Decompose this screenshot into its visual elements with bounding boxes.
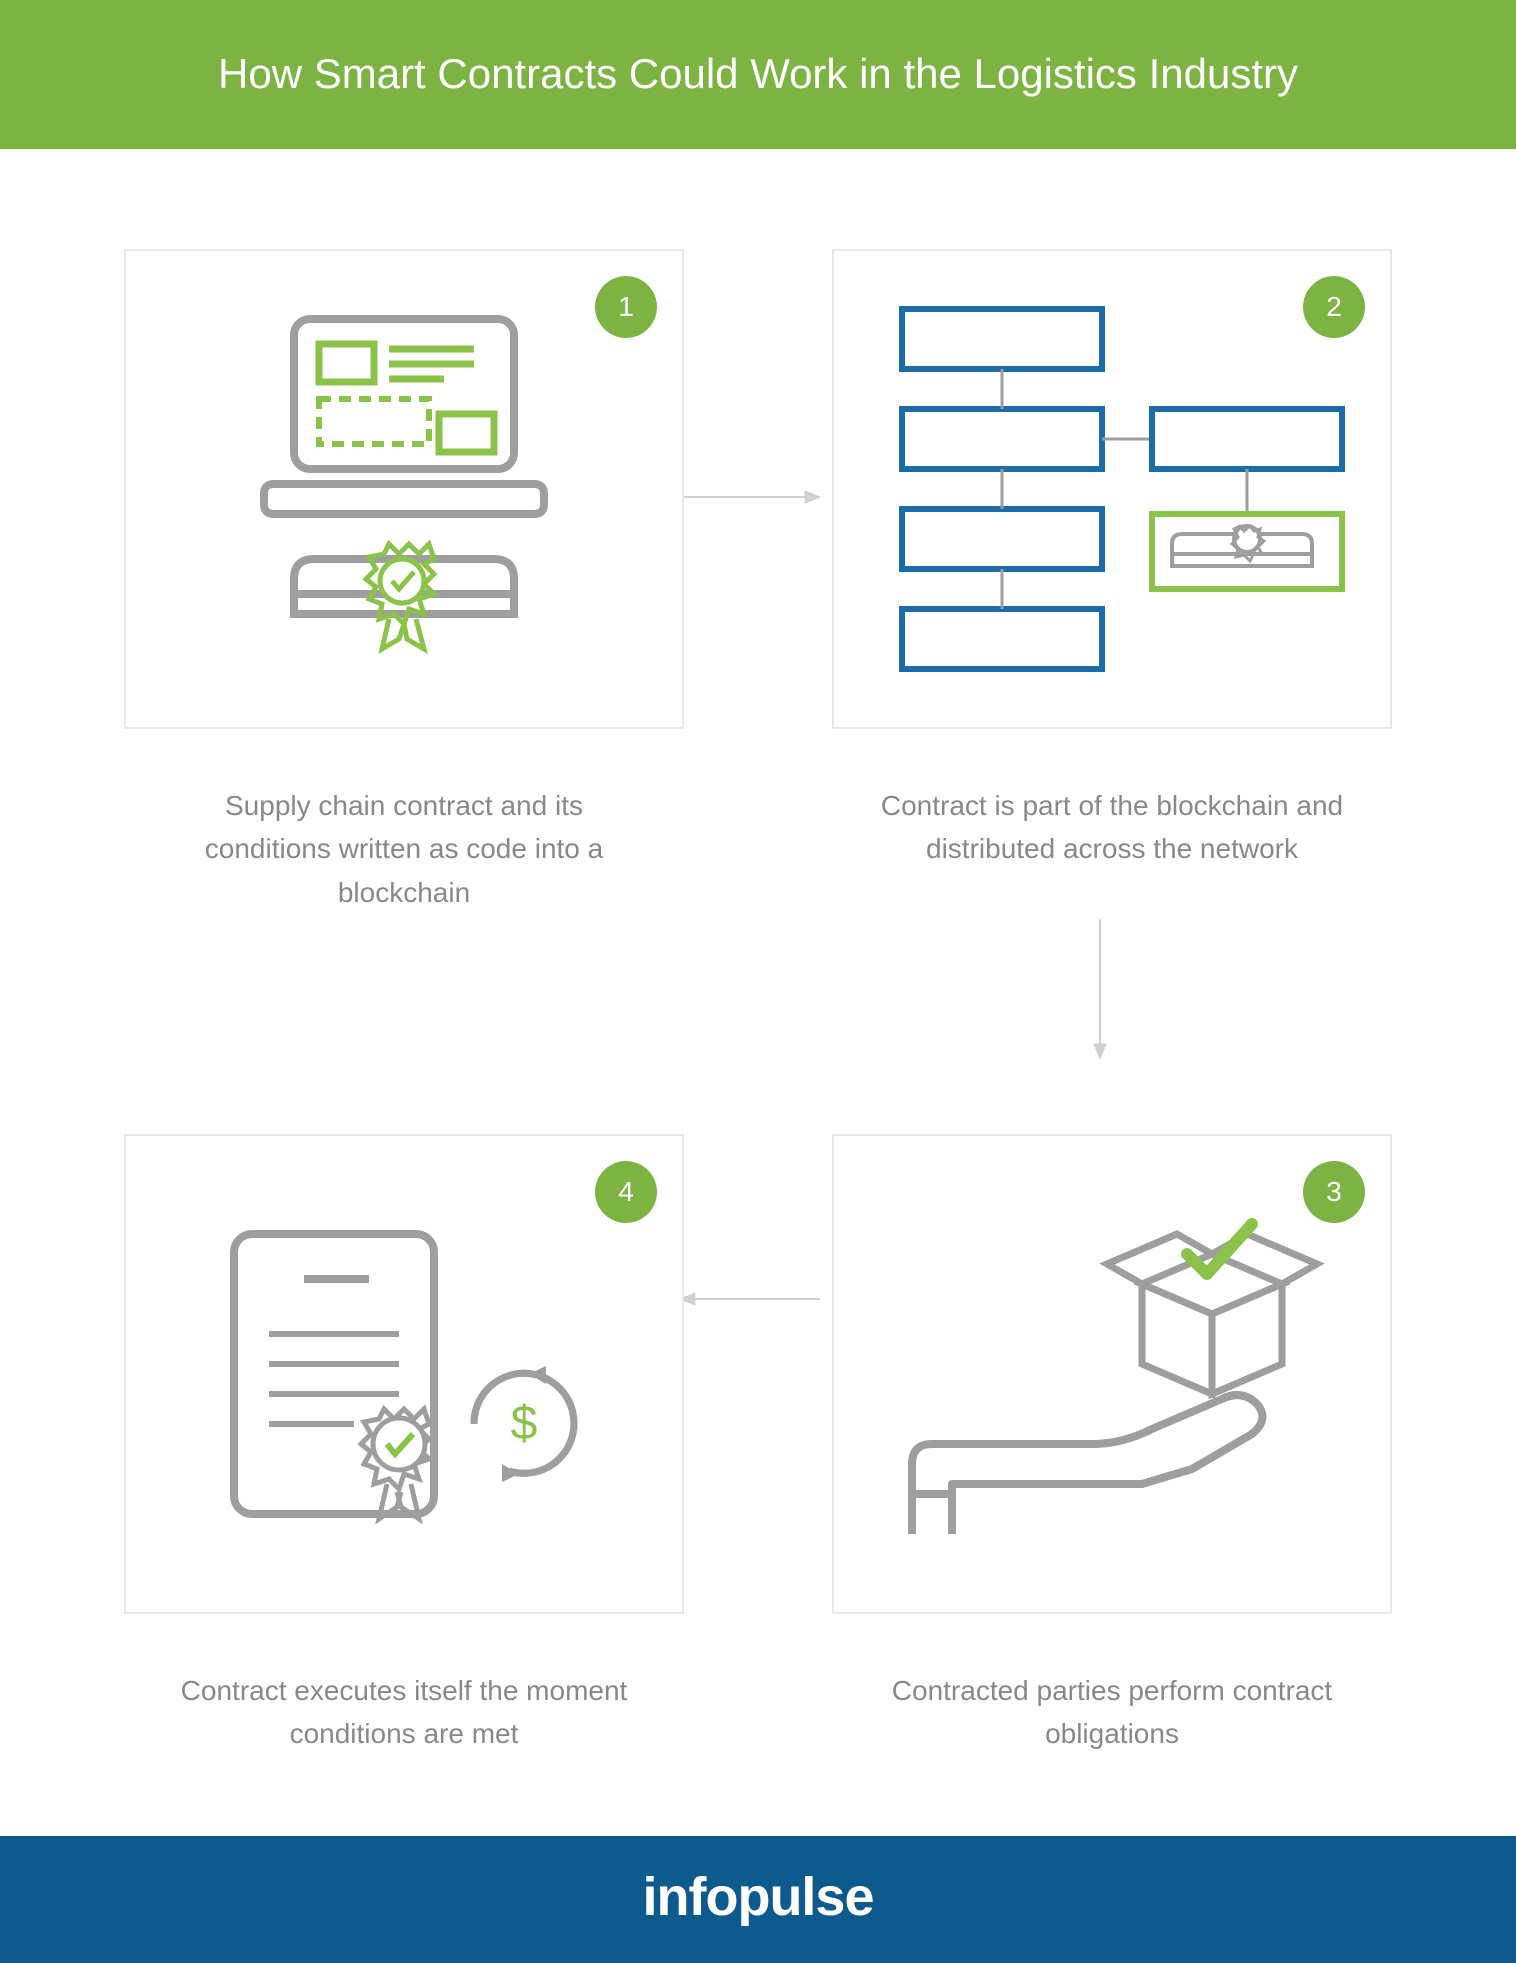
step-4-badge: 4 [595, 1161, 657, 1223]
steps-grid: 1 [120, 249, 1396, 1756]
step-2-caption: Contract is part of the blockchain and d… [872, 784, 1352, 871]
infographic-content: 1 [0, 149, 1516, 1836]
arrow-3-4 [680, 1289, 820, 1309]
step-3: 3 [828, 1134, 1396, 1756]
step-3-badge: 3 [1303, 1161, 1365, 1223]
footer: infopulse [0, 1836, 1516, 1963]
arrow-1-2 [680, 487, 820, 507]
blockchain-network-icon [872, 279, 1352, 699]
step-2: 2 [828, 249, 1396, 914]
step-1-card: 1 [124, 249, 684, 729]
arrow-2-3 [1090, 919, 1110, 1059]
contract-execute-icon: $ [194, 1194, 614, 1554]
step-4: 4 [120, 1134, 688, 1756]
step-4-card: 4 [124, 1134, 684, 1614]
step-1-badge: 1 [595, 276, 657, 338]
step-2-card: 2 [832, 249, 1392, 729]
hand-box-icon [892, 1194, 1332, 1554]
step-3-card: 3 [832, 1134, 1392, 1614]
laptop-contract-icon [224, 299, 584, 679]
svg-text:$: $ [511, 1397, 538, 1450]
step-4-caption: Contract executes itself the moment cond… [164, 1669, 644, 1756]
header-title: How Smart Contracts Could Work in the Lo… [218, 50, 1298, 97]
step-3-caption: Contracted parties perform contract obli… [872, 1669, 1352, 1756]
header: How Smart Contracts Could Work in the Lo… [0, 0, 1516, 149]
step-1: 1 [120, 249, 688, 914]
footer-brand: infopulse [643, 1867, 874, 1927]
step-1-caption: Supply chain contract and its conditions… [164, 784, 644, 914]
step-2-badge: 2 [1303, 276, 1365, 338]
